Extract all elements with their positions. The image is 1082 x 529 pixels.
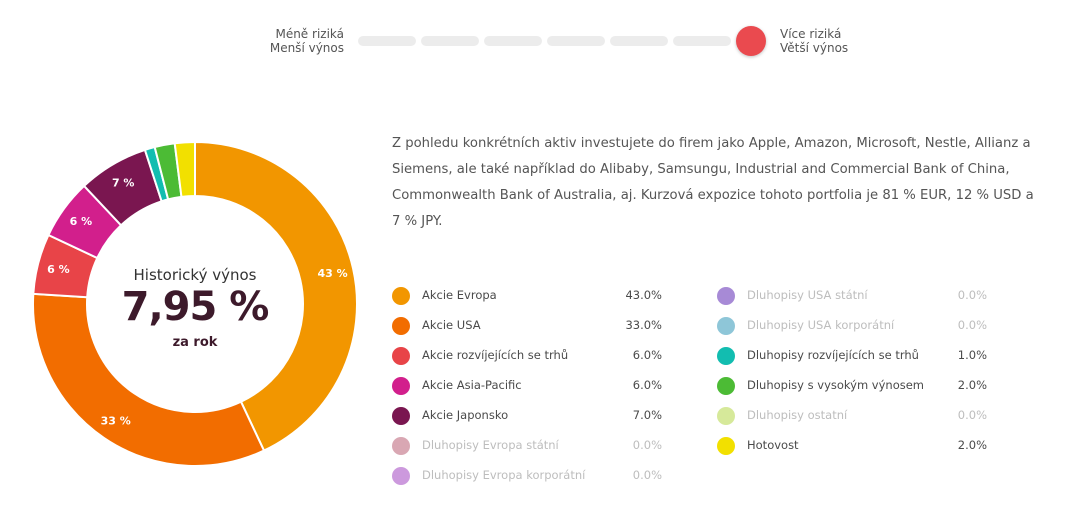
legend-color-swatch	[717, 377, 735, 395]
legend-item-value: 2.0%	[957, 378, 987, 392]
legend-item[interactable]: Dluhopisy s vysokým výnosem 2.0%	[717, 376, 987, 396]
center-title: Historický výnos	[133, 266, 257, 284]
legend-item-value: 2.0%	[957, 438, 987, 452]
donut-slice[interactable]	[194, 140, 358, 452]
risk-level-segment[interactable]	[610, 36, 668, 46]
legend-item-name: Akcie Asia-Pacific	[422, 378, 522, 392]
legend-item[interactable]: Akcie rozvíjejících se trhů 6.0%	[392, 346, 662, 366]
risk-slider-knob[interactable]	[736, 26, 766, 56]
legend-item-name: Dluhopisy rozvíjejících se trhů	[747, 348, 919, 362]
portfolio-description: Z pohledu konkrétních aktiv investujete …	[392, 136, 1034, 229]
donut-slice-label: 43 %	[318, 267, 348, 280]
risk-low-line2: Menší výnos	[269, 41, 344, 55]
legend-item-value: 0.0%	[632, 468, 662, 482]
legend-item[interactable]: Dluhopisy rozvíjejících se trhů 1.0%	[717, 346, 987, 366]
risk-level-segment[interactable]	[673, 36, 731, 46]
legend-item-name: Dluhopisy Evropa státní	[422, 438, 559, 452]
legend-item-name: Akcie Evropa	[422, 288, 497, 302]
legend-item-value: 0.0%	[957, 288, 987, 302]
legend-item-value: 6.0%	[632, 348, 662, 362]
legend-item-value: 33.0%	[625, 318, 662, 332]
risk-low-line1: Méně riziká	[275, 27, 344, 41]
legend-item[interactable]: Dluhopisy USA korporátní 0.0%	[717, 316, 987, 336]
legend-item-name: Dluhopisy USA státní	[747, 288, 868, 302]
legend-item-value: 0.0%	[957, 318, 987, 332]
risk-high-line1: Více riziká	[780, 27, 842, 41]
legend-item[interactable]: Akcie Japonsko 7.0%	[392, 406, 662, 426]
legend-item[interactable]: Dluhopisy ostatní 0.0%	[717, 406, 987, 426]
legend-color-swatch	[717, 347, 735, 365]
donut-slice[interactable]	[173, 140, 196, 198]
legend-color-swatch	[392, 437, 410, 455]
legend-color-swatch	[392, 287, 410, 305]
legend-color-swatch	[392, 377, 410, 395]
legend-item-name: Akcie Japonsko	[422, 408, 509, 422]
legend-item-name: Dluhopisy Evropa korporátní	[422, 468, 586, 482]
legend-item[interactable]: Dluhopisy Evropa korporátní 0.0%	[392, 466, 662, 486]
risk-slider-track[interactable]	[358, 36, 750, 46]
legend-color-swatch	[392, 317, 410, 335]
legend-item-name: Dluhopisy s vysokým výnosem	[747, 378, 925, 392]
donut-slice-label: 6 %	[70, 215, 93, 228]
legend-color-swatch	[392, 407, 410, 425]
legend-color-swatch	[717, 287, 735, 305]
legend-color-swatch	[717, 317, 735, 335]
donut-slice-label: 33 %	[101, 415, 131, 428]
allocation-donut-chart: 43 % 33 % 6 % 6 % 7 %	[32, 140, 358, 467]
risk-level-segment[interactable]	[547, 36, 605, 46]
legend-item-value: 6.0%	[632, 378, 662, 392]
legend-item[interactable]: Hotovost 2.0%	[717, 436, 987, 456]
legend-color-swatch	[392, 467, 410, 485]
center-value: 7,95 %	[121, 284, 270, 330]
legend-item[interactable]: Dluhopisy Evropa státní 0.0%	[392, 436, 662, 456]
legend-item-name: Akcie USA	[422, 318, 481, 332]
legend-item[interactable]: Akcie Asia-Pacific 6.0%	[392, 376, 662, 396]
donut-slice-label: 6 %	[47, 263, 70, 276]
risk-low-label: Méně riziká Menší výnos	[184, 27, 344, 55]
legend-item[interactable]: Dluhopisy USA státní 0.0%	[717, 286, 987, 306]
legend-item-value: 0.0%	[957, 408, 987, 422]
risk-level-segment[interactable]	[421, 36, 479, 46]
legend-item-value: 43.0%	[625, 288, 662, 302]
legend-item-name: Dluhopisy ostatní	[747, 408, 848, 422]
risk-level-segment[interactable]	[358, 36, 416, 46]
legend-color-swatch	[717, 437, 735, 455]
legend-item-value: 0.0%	[632, 438, 662, 452]
donut-slice[interactable]	[32, 292, 266, 467]
center-subtitle: za rok	[172, 335, 218, 350]
risk-high-line2: Větší výnos	[780, 41, 849, 55]
legend-item-value: 1.0%	[957, 348, 987, 362]
legend-item-value: 7.0%	[632, 408, 662, 422]
donut-slice-label: 7 %	[112, 177, 135, 190]
legend-item[interactable]: Akcie Evropa 43.0%	[392, 286, 662, 306]
legend-item[interactable]: Akcie USA 33.0%	[392, 316, 662, 336]
legend-item-name: Akcie rozvíjejících se trhů	[422, 348, 569, 362]
legend-item-name: Hotovost	[747, 438, 799, 452]
legend-item-name: Dluhopisy USA korporátní	[747, 318, 895, 332]
risk-high-label: Více riziká Větší výnos	[780, 27, 940, 55]
legend-color-swatch	[392, 347, 410, 365]
legend-color-swatch	[717, 407, 735, 425]
risk-level-segment[interactable]	[484, 36, 542, 46]
